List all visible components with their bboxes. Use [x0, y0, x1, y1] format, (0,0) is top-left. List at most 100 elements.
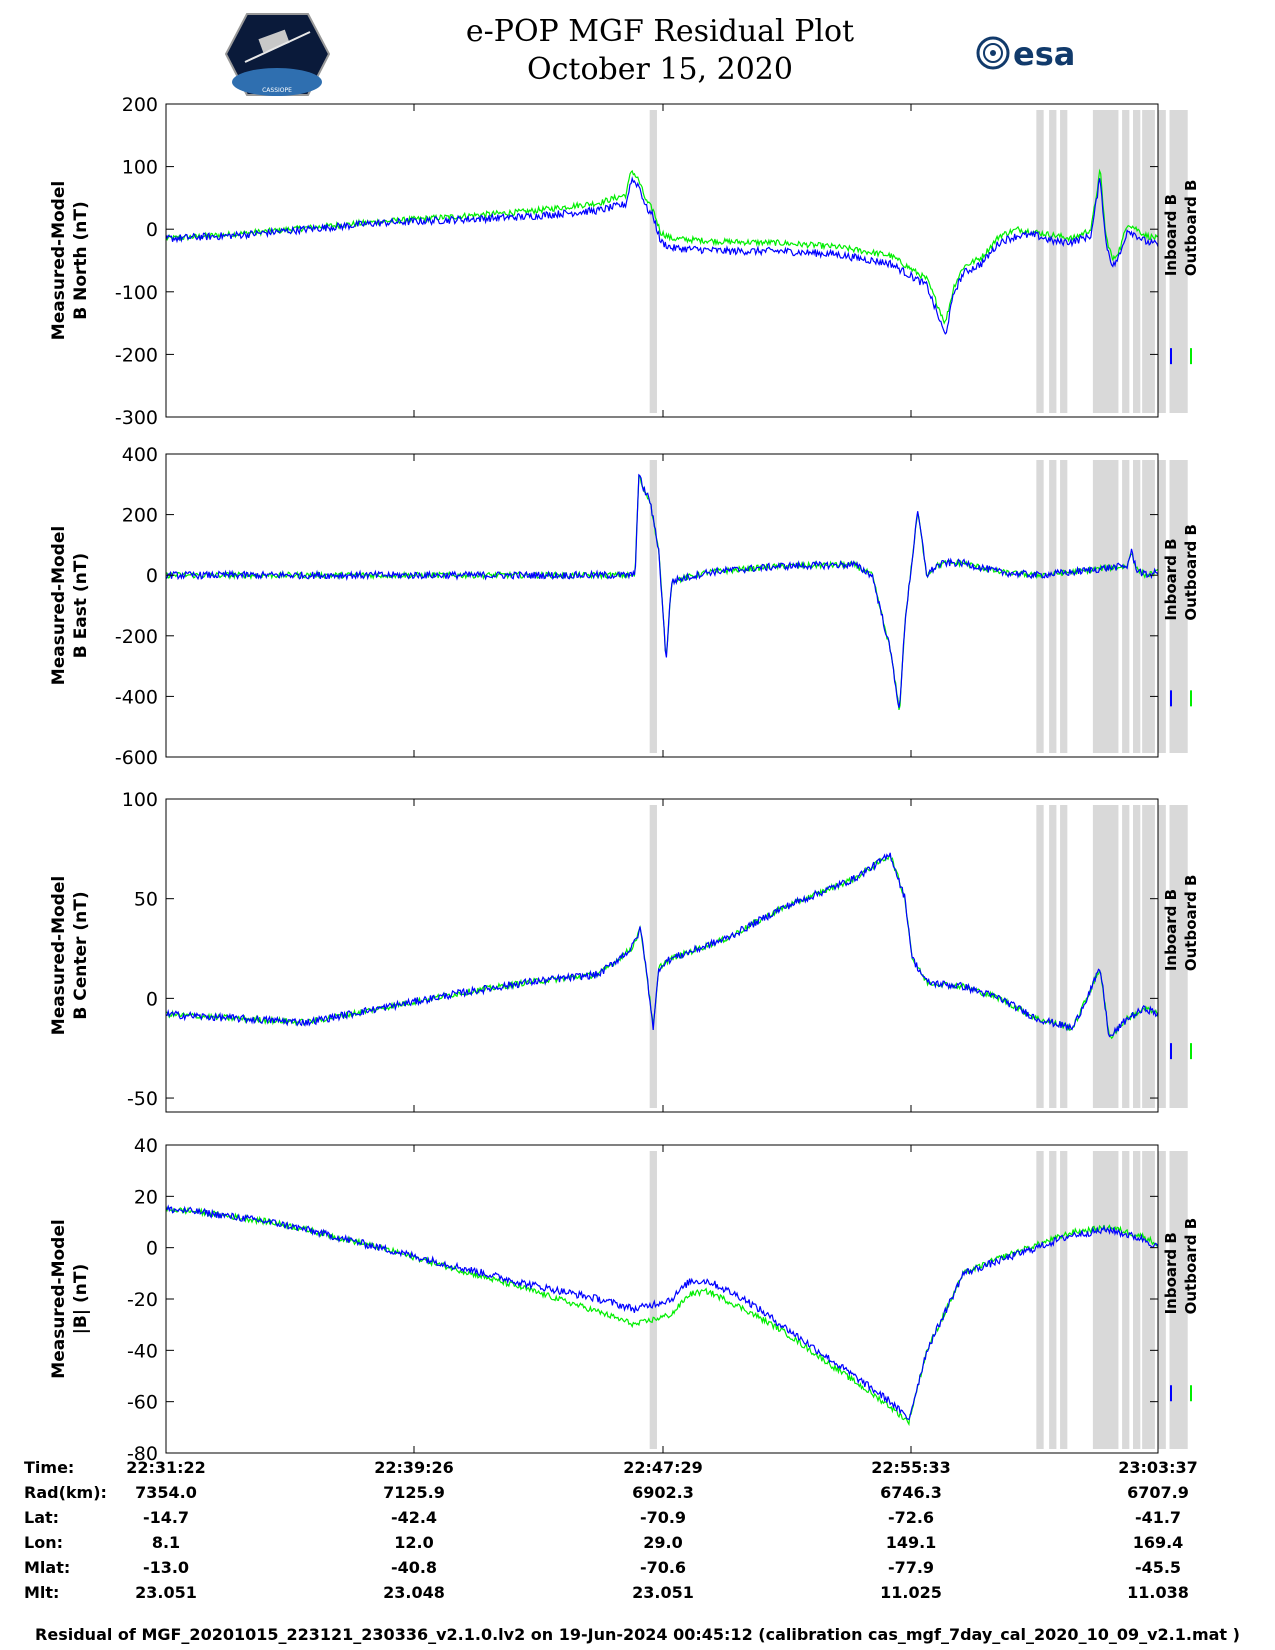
ephemeris-cell: -72.6 [887, 1508, 935, 1527]
series-line-inboard [165, 1204, 1159, 1421]
esa-logo-text: esa [1013, 35, 1075, 73]
shaded-interval [1049, 460, 1057, 753]
ephemeris-cell: -77.9 [887, 1558, 935, 1577]
shaded-interval [649, 110, 657, 413]
y-axis-label: B North (nT) [71, 201, 91, 320]
plot-frame [165, 798, 1159, 1113]
y-tick-label: -40 [127, 1340, 158, 1362]
shaded-interval [1122, 805, 1130, 1108]
ephemeris-cell: 23.048 [383, 1583, 445, 1602]
y-tick-label: -20 [127, 1289, 158, 1311]
legend-outboard-label: Outboard B [1182, 1218, 1200, 1315]
series-line-inboard [165, 176, 1159, 335]
y-axis-label: |B| (nT) [71, 1264, 91, 1335]
ephemeris-cell: 23:03:37 [1118, 1458, 1198, 1477]
shaded-interval [1133, 1151, 1141, 1449]
shaded-interval [1060, 1151, 1068, 1449]
legend-outboard-label: Outboard B [1182, 524, 1200, 621]
y-axis-label: Measured-Model [49, 876, 69, 1035]
legend-outboard-label: Outboard B [1182, 875, 1200, 972]
ephemeris-cell: 23.051 [632, 1583, 694, 1602]
shaded-interval [1049, 110, 1057, 413]
y-tick-label: 100 [122, 157, 158, 179]
shaded-interval [1169, 1151, 1188, 1449]
ephemeris-cell: 6746.3 [880, 1483, 942, 1502]
shaded-interval [1169, 805, 1188, 1108]
shaded-interval [1169, 460, 1188, 753]
shaded-interval [1158, 460, 1166, 753]
series-line-outboard [165, 1206, 1159, 1427]
y-tick-label: -200 [115, 344, 158, 366]
shaded-interval [1133, 110, 1141, 413]
shaded-interval [1092, 460, 1119, 753]
shaded-interval [1036, 460, 1044, 753]
y-tick-label: 20 [134, 1186, 158, 1208]
shaded-interval [1142, 460, 1155, 753]
y-tick-label: -200 [115, 626, 158, 648]
ephemeris-cell: -40.8 [390, 1558, 438, 1577]
ephemeris-cell: 23.051 [135, 1583, 197, 1602]
y-tick-label: 40 [134, 1135, 158, 1157]
ephemeris-cell: 7125.9 [383, 1483, 445, 1502]
y-axis-label: B East (nT) [71, 553, 91, 658]
shaded-interval [1122, 1151, 1130, 1449]
ephemeris-cell: 6902.3 [632, 1483, 694, 1502]
plot-date: October 15, 2020 [527, 52, 793, 87]
cassiope-logo: CASSIOPE [224, 12, 331, 97]
ephemeris-cell: 22:47:29 [623, 1458, 703, 1477]
footer-caption: Residual of MGF_20201015_223121_230336_v… [35, 1625, 1240, 1644]
shaded-interval [1158, 1151, 1166, 1449]
series-line-inboard [165, 473, 1159, 708]
shaded-interval [1060, 110, 1068, 413]
ephemeris-row-label: Rad(km): [24, 1483, 107, 1502]
y-tick-label: 0 [146, 988, 158, 1010]
shaded-interval [1060, 805, 1068, 1108]
shaded-interval [1142, 110, 1155, 413]
legend-inboard-label: Inboard B [1162, 889, 1180, 971]
series-line-outboard [165, 168, 1159, 325]
shaded-interval [1092, 1151, 1119, 1449]
y-axis-label: Measured-Model [49, 526, 69, 685]
shaded-interval [1133, 460, 1141, 753]
shaded-interval [649, 460, 657, 753]
shaded-interval [649, 805, 657, 1108]
shaded-interval [1169, 110, 1188, 413]
ephemeris-cell: -41.7 [1134, 1508, 1182, 1527]
ephemeris-cell: -13.0 [142, 1558, 190, 1577]
y-tick-label: -600 [115, 747, 158, 769]
shaded-interval [1049, 805, 1057, 1108]
y-tick-label: -400 [115, 686, 158, 708]
ephemeris-row-label: Mlt: [24, 1583, 60, 1602]
y-tick-label: 50 [134, 889, 158, 911]
shaded-interval [1142, 1151, 1155, 1449]
ephemeris-cell: -45.5 [1134, 1558, 1182, 1577]
y-tick-label: 200 [122, 94, 158, 116]
ephemeris-row-label: Mlat: [24, 1558, 71, 1577]
ephemeris-cell: 169.4 [1132, 1533, 1184, 1552]
plot-frame [165, 103, 1159, 418]
shaded-interval [1092, 110, 1119, 413]
shaded-interval [1158, 110, 1166, 413]
ephemeris-row-label: Time: [24, 1458, 75, 1477]
ephemeris-cell: 22:31:22 [126, 1458, 206, 1477]
shaded-interval [1092, 805, 1119, 1108]
y-tick-label: 100 [122, 789, 158, 811]
ephemeris-cell: 11.038 [1127, 1583, 1189, 1602]
shaded-interval [1036, 805, 1044, 1108]
ephemeris-cell: 149.1 [885, 1533, 937, 1552]
shaded-interval [1122, 460, 1130, 753]
shaded-interval [1133, 805, 1141, 1108]
ephemeris-row-label: Lon: [24, 1533, 63, 1552]
ephemeris-cell: 8.1 [151, 1533, 181, 1552]
ephemeris-cell: 12.0 [394, 1533, 434, 1552]
esa-logo: esa [975, 32, 1095, 74]
shaded-interval [1158, 805, 1166, 1108]
series-line-inboard [165, 852, 1159, 1038]
y-tick-label: 400 [122, 444, 158, 466]
shaded-interval [1049, 1151, 1057, 1449]
ephemeris-cell: 6707.9 [1127, 1483, 1189, 1502]
shaded-interval [1036, 1151, 1044, 1449]
ephemeris-cell: 22:39:26 [374, 1458, 454, 1477]
y-tick-label: -60 [127, 1392, 158, 1414]
y-tick-label: 0 [146, 565, 158, 587]
